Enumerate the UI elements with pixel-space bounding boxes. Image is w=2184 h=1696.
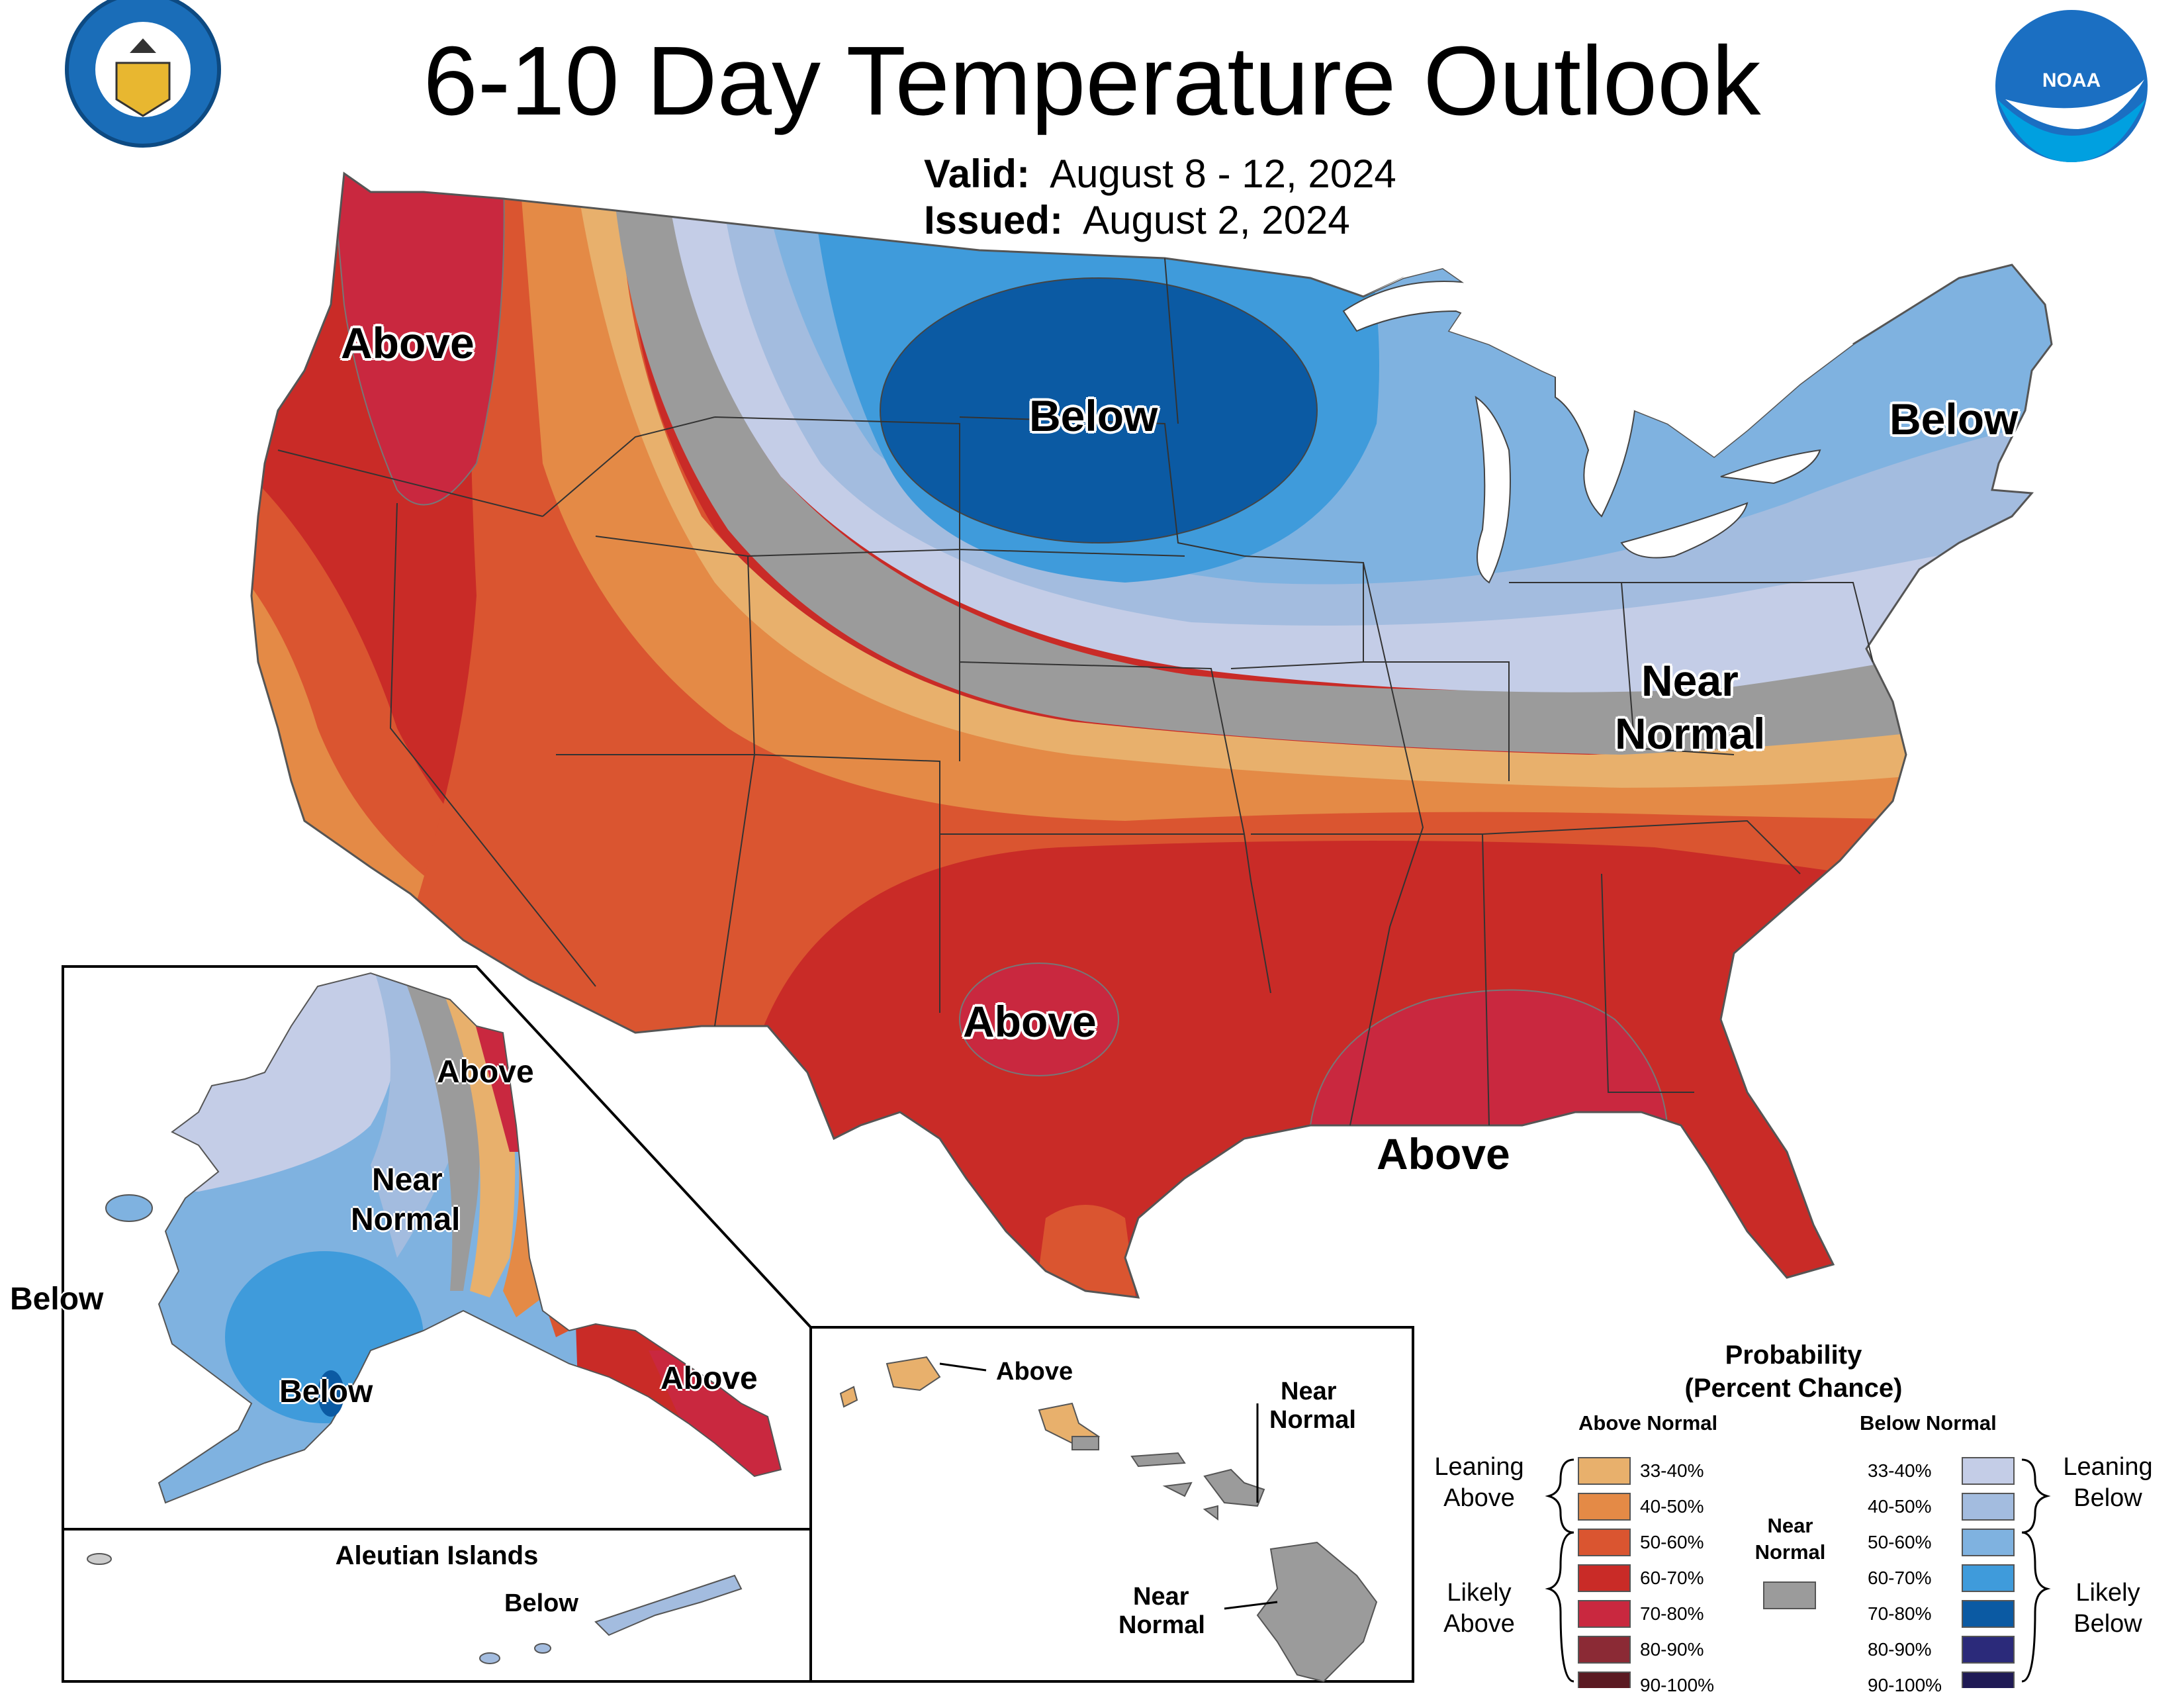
- legend-above-swatch-6: [1578, 1672, 1631, 1688]
- date-block: Valid: August 8 - 12, 2024 Issued: Augus…: [924, 151, 1396, 244]
- conus-label-northeast: Below: [1889, 395, 2019, 444]
- legend-above-range-3: 60-70%: [1640, 1568, 1704, 1588]
- legend-near-1: Near: [1767, 1514, 1813, 1537]
- legend-below-swatch-5: [1962, 1636, 2015, 1664]
- page-title: 6-10 Day Temperature Outlook: [423, 26, 1761, 136]
- legend-below-range-3: 60-70%: [1868, 1568, 1932, 1588]
- legend-below-swatches: [1962, 1457, 2015, 1688]
- legend-above-swatch-2: [1578, 1529, 1631, 1556]
- legend-below-swatch-3: [1962, 1564, 2015, 1592]
- legend-leaning-below-1: Leaning: [2063, 1453, 2153, 1481]
- legend-below-swatch-1: [1962, 1493, 2015, 1521]
- legend-above-swatch-4: [1578, 1600, 1631, 1628]
- legend-below-head: Below Normal: [1860, 1411, 1997, 1435]
- legend-above-range-4: 70-80%: [1640, 1603, 1704, 1624]
- noaa-logo-text: NOAA: [2042, 70, 2101, 91]
- legend-below-range-4: 70-80%: [1868, 1603, 1932, 1624]
- conus-label-near-1: Near: [1641, 656, 1739, 705]
- hawaii-leaders: [939, 1362, 1278, 1610]
- ak-label-near-1: Near: [372, 1162, 443, 1198]
- aleutian-title: Aleutian Islands: [335, 1541, 539, 1570]
- legend-near-2: Normal: [1754, 1540, 1826, 1564]
- valid-label: Valid:: [924, 152, 1030, 196]
- legend-above-range-6: 90-100%: [1640, 1675, 1715, 1695]
- st-lawrence-island: [105, 1194, 153, 1222]
- legend-below-range-2: 50-60%: [1868, 1532, 1932, 1552]
- hi-label-maui-1: Near: [1281, 1378, 1337, 1405]
- legend-above-range-1: 40-50%: [1640, 1496, 1704, 1517]
- conus-label-near-2: Normal: [1615, 709, 1766, 758]
- ak-label-southwest: Below: [279, 1374, 373, 1409]
- ak-dark-spot: [318, 1370, 344, 1417]
- hi-label-maui-2: Normal: [1269, 1406, 1356, 1434]
- issued-label: Issued:: [924, 198, 1064, 242]
- legend-above-swatch-5: [1578, 1636, 1631, 1664]
- legend-likely-below-2: Below: [2073, 1610, 2142, 1638]
- legend-near-swatch: [1763, 1581, 1816, 1609]
- legend-above-swatch-1: [1578, 1493, 1631, 1521]
- legend-above-swatch-3: [1578, 1564, 1631, 1592]
- commerce-seal-logo: [65, 0, 221, 148]
- legend-likely-below-1: Likely: [2075, 1579, 2140, 1607]
- hi-label-bigisland-2: Normal: [1118, 1611, 1205, 1639]
- legend-leaning-above-2: Above: [1443, 1484, 1515, 1512]
- legend-leaning-above-1: Leaning: [1434, 1453, 1524, 1481]
- hi-label-bigisland-1: Near: [1133, 1583, 1189, 1611]
- legend-below-swatch-4: [1962, 1600, 2015, 1628]
- legend-above-head: Above Normal: [1578, 1411, 1718, 1435]
- legend-below-range-0: 33-40%: [1868, 1460, 1932, 1481]
- hawaii-islands: [839, 1356, 1378, 1683]
- legend-likely-above-1: Likely: [1447, 1579, 1512, 1607]
- aleutian-label: Below: [504, 1589, 578, 1617]
- ak-label-near-2: Normal: [351, 1202, 461, 1237]
- legend-likely-above-2: Above: [1443, 1610, 1515, 1638]
- conus-label-northwest: Above: [341, 318, 475, 367]
- legend-above-swatch-0: [1578, 1457, 1631, 1485]
- valid-line: Valid: August 8 - 12, 2024: [924, 151, 1396, 197]
- ak-label-southeast: Above: [660, 1361, 758, 1396]
- legend-above-range-5: 80-90%: [1640, 1639, 1704, 1660]
- valid-value: August 8 - 12, 2024: [1050, 152, 1396, 196]
- legend-below-range-5: 80-90%: [1868, 1639, 1932, 1660]
- hi-label-kauai: Above: [996, 1358, 1073, 1386]
- legend-below-swatch-2: [1962, 1529, 2015, 1556]
- legend-title-2: (Percent Chance): [1684, 1374, 1903, 1403]
- aleutian-islands-shapes: [87, 1553, 743, 1664]
- legend-above-range-2: 50-60%: [1640, 1532, 1704, 1552]
- ak-label-north: Above: [437, 1055, 534, 1090]
- legend-leaning-below-2: Below: [2073, 1484, 2142, 1512]
- conus-label-southeast: Above: [1377, 1129, 1510, 1178]
- conus-label-north-central: Below: [1029, 391, 1158, 440]
- legend-braces: [1545, 1458, 2051, 1683]
- issued-value: August 2, 2024: [1083, 198, 1350, 242]
- canada-region: [1363, 252, 1853, 457]
- issued-line: Issued: August 2, 2024: [924, 197, 1396, 244]
- legend-below-range-1: 40-50%: [1868, 1496, 1932, 1517]
- legend-title-1: Probability: [1725, 1341, 1862, 1370]
- noaa-logo: [1995, 10, 2148, 162]
- ak-label-west: Below: [10, 1282, 104, 1317]
- legend-below-range-6: 90-100%: [1868, 1675, 1942, 1695]
- legend-above-range-0: 33-40%: [1640, 1460, 1704, 1481]
- legend-above-swatches: [1578, 1457, 1631, 1688]
- legend-below-swatch-0: [1962, 1457, 2015, 1485]
- conus-label-south-central: Above: [963, 997, 1097, 1046]
- legend-below-swatch-6: [1962, 1672, 2015, 1688]
